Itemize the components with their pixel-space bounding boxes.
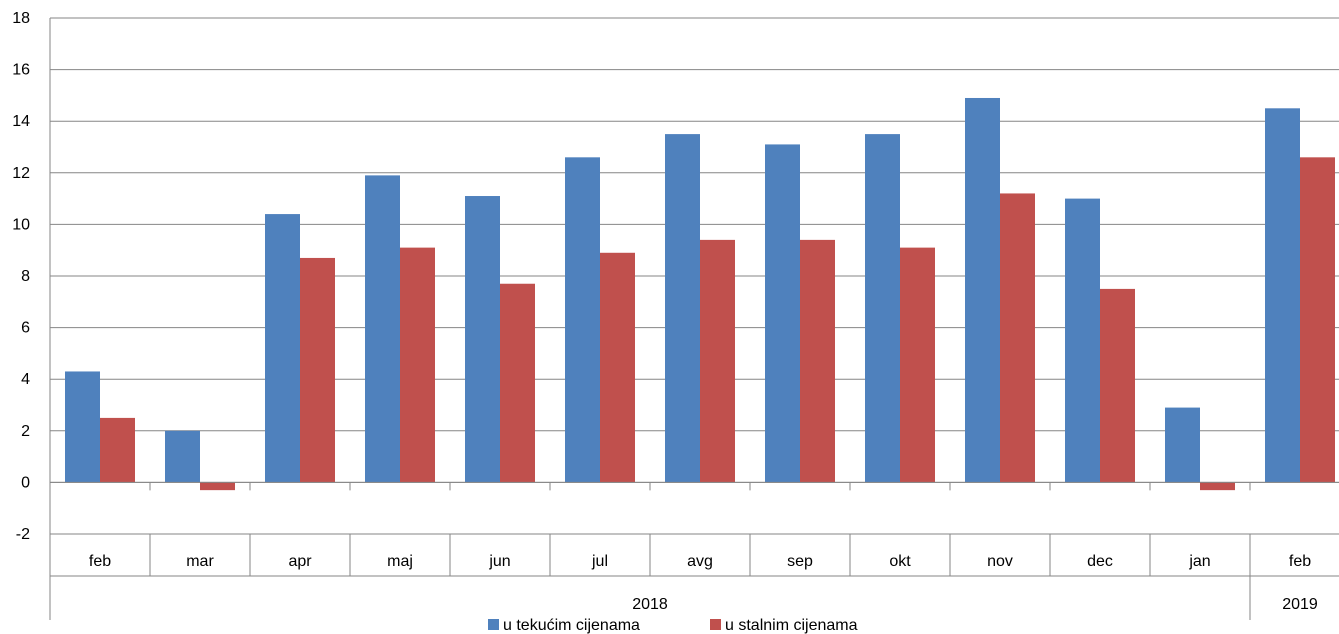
- bar-tekucim-3: [365, 175, 400, 482]
- x-category-label: nov: [987, 553, 1013, 570]
- bar-stalnim-0: [100, 418, 135, 483]
- legend: u tekućim cijenama u stalnim cijenama: [488, 617, 858, 634]
- bar-tekucim-7: [765, 144, 800, 482]
- bar-tekucim-8: [865, 134, 900, 482]
- x-category-label: avg: [687, 553, 713, 570]
- x-category-label: dec: [1087, 553, 1113, 570]
- y-tick-label: 10: [12, 216, 30, 233]
- bar-stalnim-2: [300, 258, 335, 482]
- x-category-label: feb: [1289, 553, 1311, 570]
- bar-stalnim-12: [1300, 157, 1335, 482]
- x-category-label: maj: [387, 553, 413, 570]
- bar-stalnim-9: [1000, 193, 1035, 482]
- bar-tekucim-1: [165, 431, 200, 483]
- x-category-label: jul: [591, 553, 608, 570]
- x-category-label: jan: [1188, 553, 1210, 570]
- x-category-label: mar: [186, 553, 214, 570]
- bar-stalnim-7: [800, 240, 835, 483]
- bar-tekucim-10: [1065, 199, 1100, 483]
- y-tick-label: -2: [16, 526, 30, 543]
- bar-tekucim-2: [265, 214, 300, 482]
- y-tick-label: 0: [21, 474, 30, 491]
- legend-label: u stalnim cijenama: [725, 617, 858, 634]
- bar-stalnim-5: [600, 253, 635, 483]
- bar-stalnim-1: [200, 482, 235, 490]
- y-tick-label: 18: [12, 10, 30, 27]
- y-tick-label: 4: [21, 371, 30, 388]
- y-tick-label: 12: [12, 165, 30, 182]
- legend-swatch: [488, 619, 499, 630]
- x-group-label: 2019: [1282, 596, 1318, 613]
- legend-swatch: [710, 619, 721, 630]
- bar-tekucim-11: [1165, 408, 1200, 483]
- y-tick-label: 8: [21, 268, 30, 285]
- bar-stalnim-11: [1200, 482, 1235, 490]
- bar-stalnim-8: [900, 248, 935, 483]
- x-group-label: 2018: [632, 596, 668, 613]
- legend-label: u tekućim cijenama: [503, 617, 640, 634]
- x-axis-group-labels: 2018 2019: [632, 596, 1318, 613]
- bar-tekucim-5: [565, 157, 600, 482]
- y-tick-label: 2: [21, 423, 30, 440]
- bar-tekucim-6: [665, 134, 700, 482]
- bar-stalnim-6: [700, 240, 735, 483]
- x-axis-category-labels: feb mar apr maj jun jul avg sep okt nov dec jan feb: [89, 553, 1311, 570]
- x-category-label: feb: [89, 553, 111, 570]
- x-category-label: okt: [889, 553, 911, 570]
- y-tick-label: 6: [21, 320, 30, 337]
- bar-stalnim-10: [1100, 289, 1135, 483]
- bars: [65, 98, 1335, 490]
- bar-stalnim-4: [500, 284, 535, 483]
- bar-tekucim-0: [65, 371, 100, 482]
- y-axis-tick-labels: -2 0 2 4 6 8 10 12 14 16 18: [12, 10, 30, 543]
- x-category-label: jun: [488, 553, 510, 570]
- bar-tekucim-9: [965, 98, 1000, 482]
- y-tick-label: 14: [12, 113, 30, 130]
- x-category-label: sep: [787, 553, 813, 570]
- x-category-label: apr: [288, 553, 312, 570]
- bar-stalnim-3: [400, 248, 435, 483]
- bar-tekucim-4: [465, 196, 500, 482]
- y-tick-label: 16: [12, 62, 30, 79]
- bar-tekucim-12: [1265, 108, 1300, 482]
